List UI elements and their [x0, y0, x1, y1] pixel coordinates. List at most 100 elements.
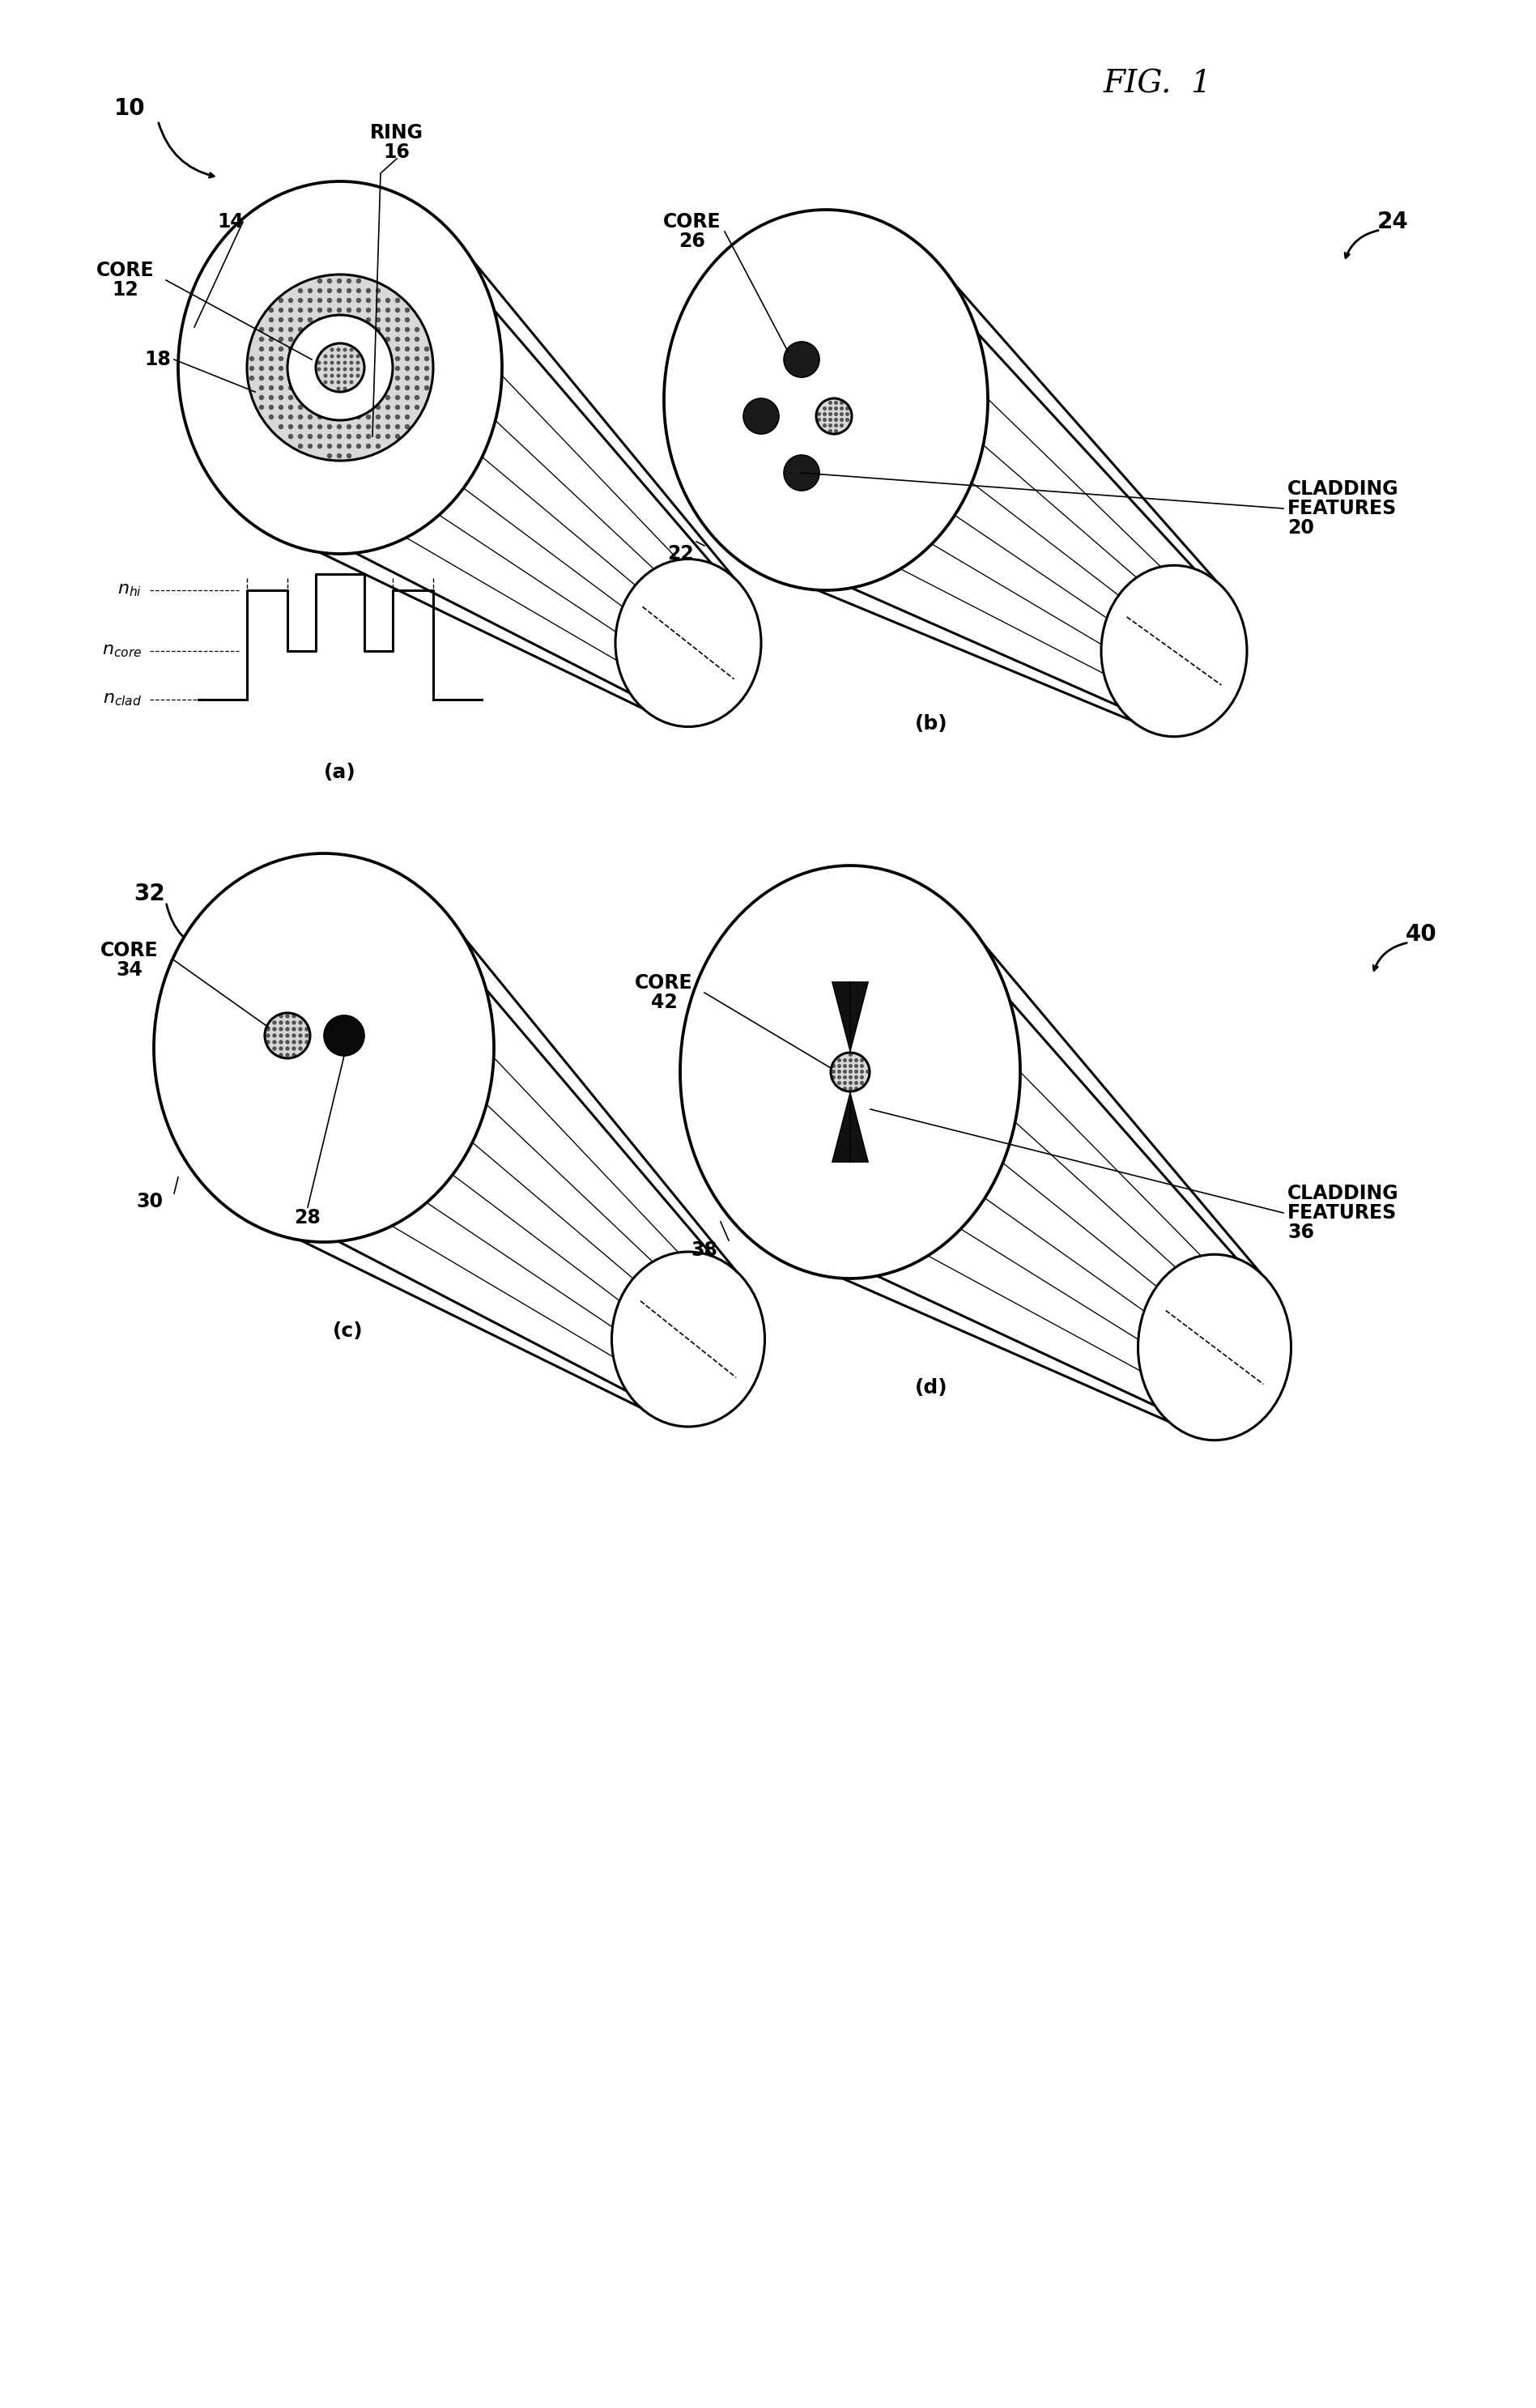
Circle shape [406, 318, 409, 323]
Polygon shape [731, 246, 1217, 720]
Circle shape [286, 1014, 289, 1019]
Circle shape [344, 380, 347, 383]
Circle shape [336, 368, 339, 371]
Circle shape [344, 361, 347, 364]
Circle shape [292, 1052, 295, 1057]
Circle shape [327, 356, 332, 361]
Circle shape [280, 385, 283, 390]
Circle shape [280, 395, 283, 400]
Circle shape [846, 419, 849, 421]
Circle shape [823, 424, 826, 426]
Circle shape [817, 419, 820, 421]
Circle shape [396, 299, 399, 303]
Circle shape [415, 385, 419, 390]
Circle shape [264, 1014, 310, 1057]
Circle shape [840, 424, 843, 426]
Circle shape [318, 361, 321, 364]
Circle shape [338, 424, 341, 429]
Circle shape [318, 356, 323, 361]
Circle shape [347, 443, 352, 448]
Circle shape [356, 368, 359, 371]
Circle shape [318, 433, 323, 438]
Text: (a): (a) [324, 763, 356, 783]
Circle shape [300, 1047, 303, 1050]
Circle shape [415, 347, 419, 352]
Circle shape [356, 318, 361, 323]
Circle shape [415, 337, 419, 342]
Circle shape [406, 395, 409, 400]
Circle shape [356, 405, 361, 409]
Circle shape [376, 356, 379, 361]
Circle shape [816, 397, 852, 433]
Circle shape [843, 1064, 846, 1067]
Circle shape [837, 1069, 840, 1074]
Text: (c): (c) [333, 1322, 364, 1341]
Circle shape [386, 337, 390, 342]
Circle shape [367, 405, 370, 409]
Circle shape [829, 412, 833, 417]
Ellipse shape [616, 559, 762, 727]
Circle shape [289, 366, 293, 371]
Circle shape [338, 347, 341, 352]
Circle shape [298, 356, 303, 361]
Circle shape [338, 356, 341, 361]
Circle shape [424, 385, 429, 390]
Circle shape [260, 347, 264, 352]
Circle shape [330, 354, 333, 359]
Circle shape [280, 1040, 283, 1043]
Circle shape [298, 443, 303, 448]
Circle shape [318, 414, 323, 419]
Circle shape [324, 368, 327, 371]
Circle shape [336, 349, 339, 352]
Circle shape [376, 289, 379, 294]
Circle shape [280, 337, 283, 342]
Circle shape [306, 1028, 309, 1031]
Polygon shape [748, 908, 1261, 1421]
Circle shape [309, 385, 312, 390]
Circle shape [298, 405, 303, 409]
Circle shape [849, 1052, 852, 1057]
Circle shape [376, 337, 379, 342]
Circle shape [298, 366, 303, 371]
Circle shape [250, 356, 253, 361]
Circle shape [266, 1033, 270, 1038]
Text: 40: 40 [1405, 922, 1436, 946]
Circle shape [298, 327, 303, 332]
Circle shape [367, 318, 370, 323]
Circle shape [834, 419, 837, 421]
Circle shape [309, 299, 312, 303]
Circle shape [837, 1081, 840, 1084]
Circle shape [327, 318, 332, 323]
Circle shape [823, 419, 826, 421]
Circle shape [834, 424, 837, 426]
Circle shape [273, 1028, 276, 1031]
Text: 36: 36 [1287, 1223, 1315, 1243]
Circle shape [309, 433, 312, 438]
Circle shape [338, 376, 341, 380]
Circle shape [350, 368, 353, 371]
Circle shape [367, 366, 370, 371]
Circle shape [840, 419, 843, 421]
Polygon shape [218, 896, 736, 1409]
Text: CORE: CORE [97, 260, 155, 279]
Circle shape [280, 1052, 283, 1057]
Circle shape [386, 327, 390, 332]
Circle shape [338, 395, 341, 400]
Circle shape [396, 347, 399, 352]
Circle shape [350, 354, 353, 359]
Circle shape [376, 376, 379, 380]
Circle shape [347, 356, 352, 361]
Circle shape [273, 1040, 276, 1043]
Circle shape [298, 433, 303, 438]
Circle shape [347, 385, 352, 390]
Circle shape [344, 388, 347, 390]
Circle shape [347, 424, 352, 429]
Polygon shape [240, 222, 734, 708]
Circle shape [367, 299, 370, 303]
Circle shape [300, 1033, 303, 1038]
Circle shape [292, 1047, 295, 1050]
Circle shape [356, 433, 361, 438]
Circle shape [834, 407, 837, 409]
Circle shape [269, 356, 273, 361]
Circle shape [298, 395, 303, 400]
